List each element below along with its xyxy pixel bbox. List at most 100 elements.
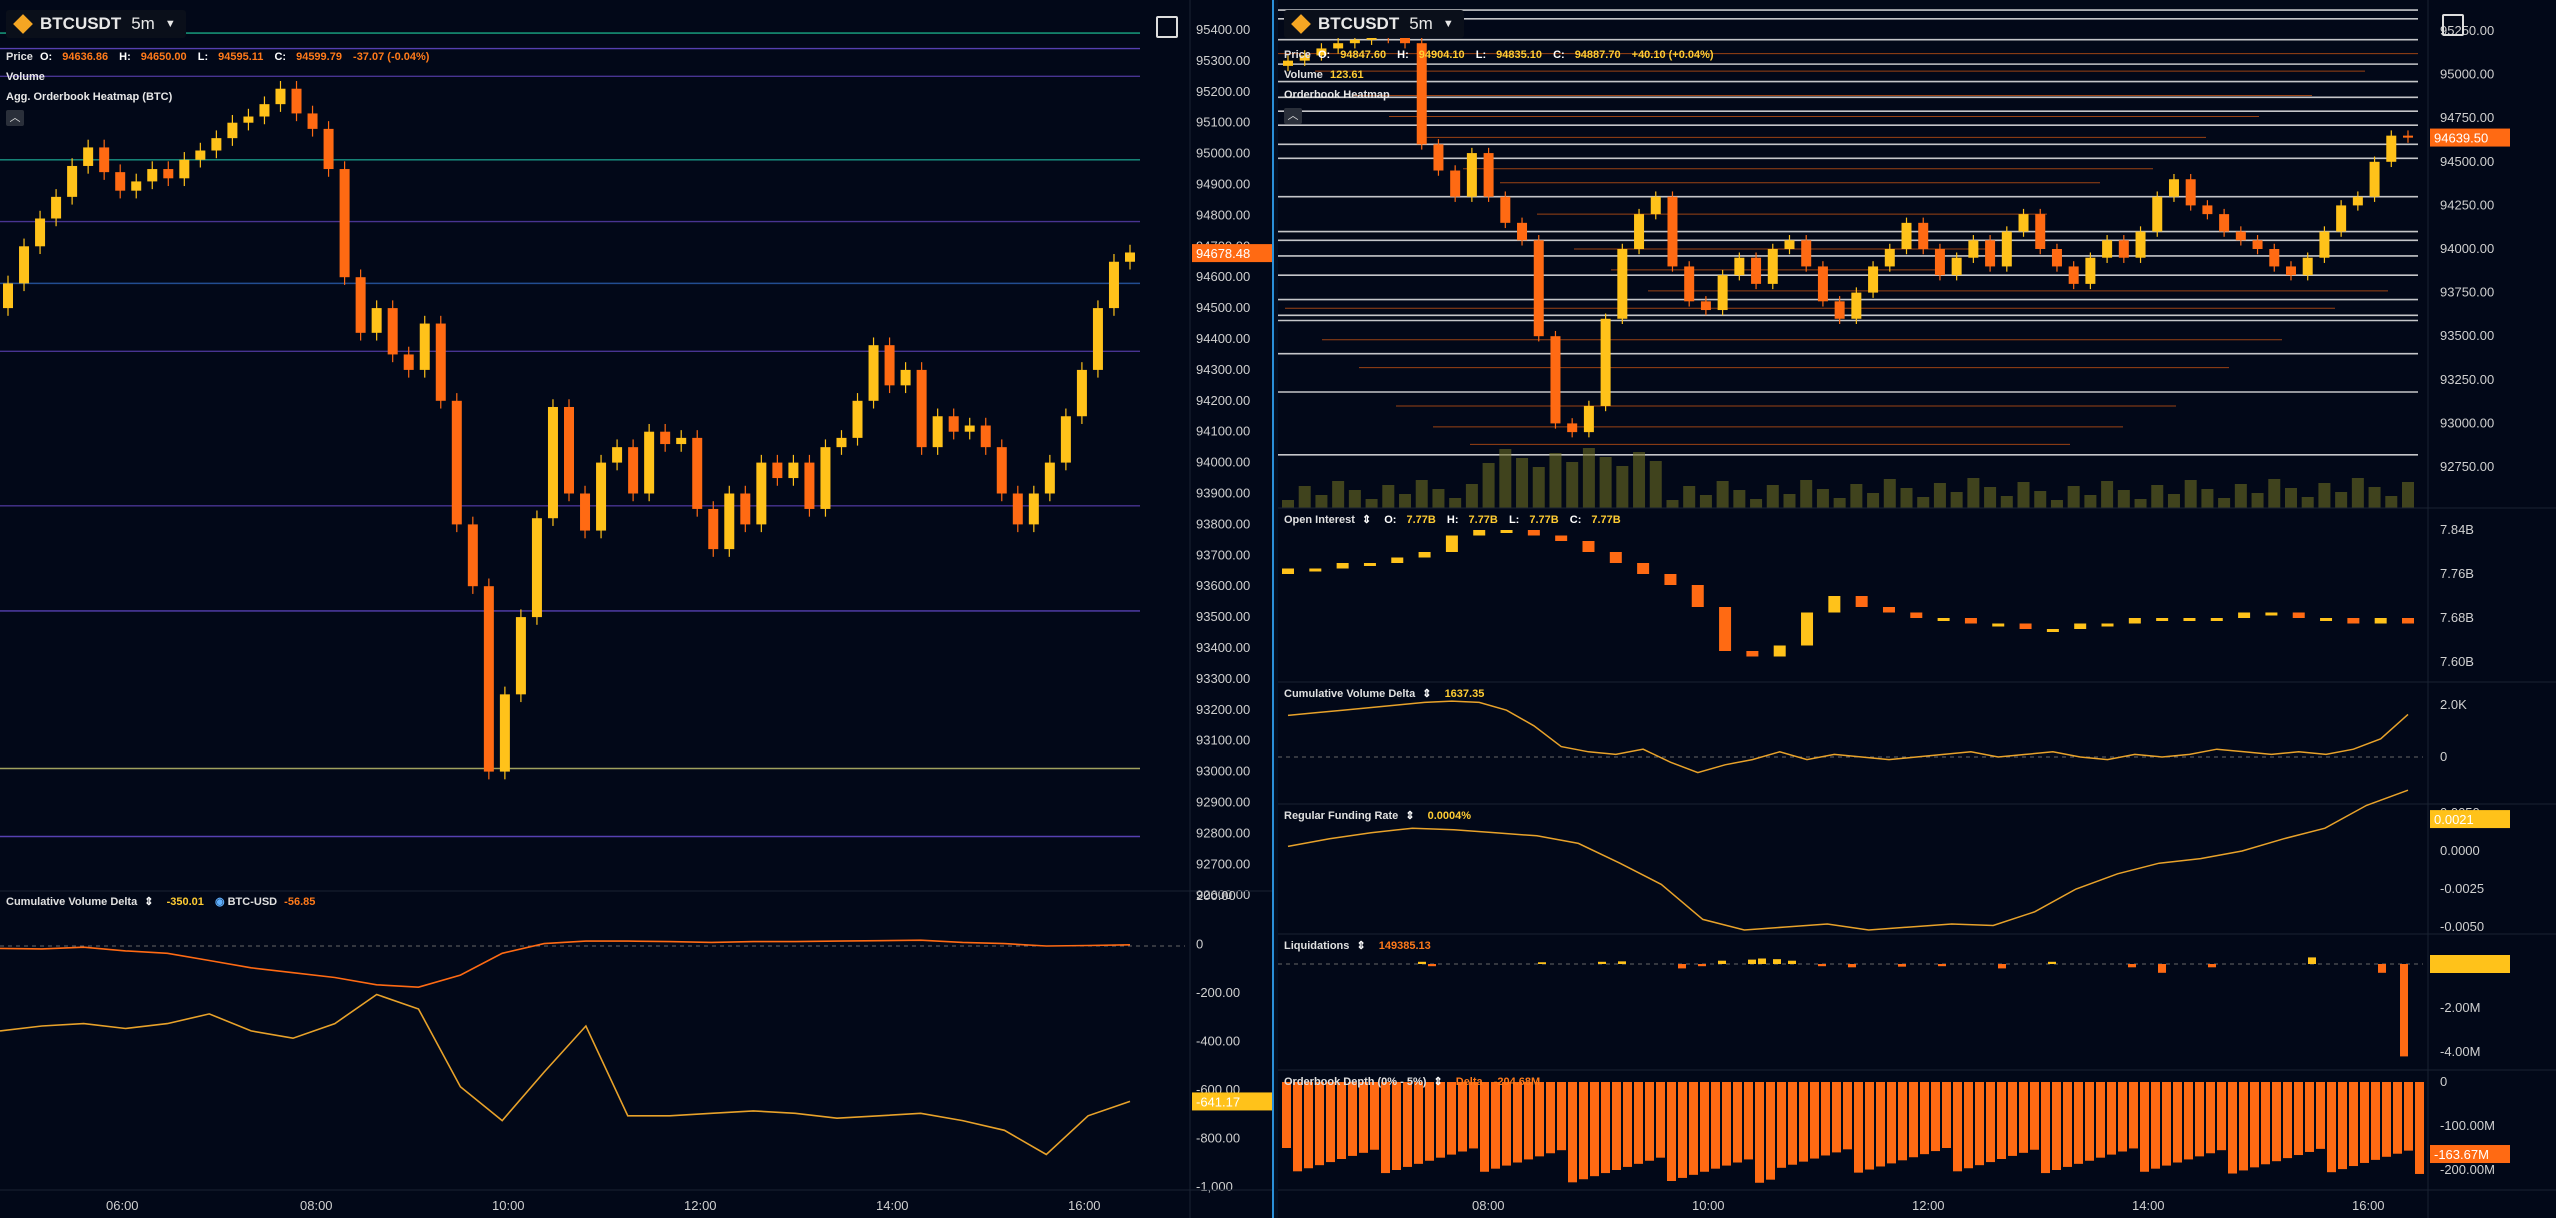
depth-bar xyxy=(1832,1082,1841,1153)
candle-body xyxy=(628,447,639,494)
depth-bar xyxy=(2393,1082,2402,1154)
oi-candle xyxy=(1691,585,1704,607)
h-value: 94904.10 xyxy=(1418,49,1465,61)
left-chart-svg[interactable]: 95400.00 95300.00 95200.00 95100.00 95000.00… xyxy=(0,0,1272,1218)
candle-body xyxy=(307,113,318,129)
price-axis-tick: 93600.00 xyxy=(1196,578,1250,593)
depth-bar xyxy=(2151,1082,2160,1169)
updown-icon[interactable]: ⇕ xyxy=(144,896,154,908)
panel-divider[interactable] xyxy=(1272,0,1278,1218)
liq-bar xyxy=(1538,962,1546,964)
candle-body xyxy=(179,159,190,179)
candle-body xyxy=(1450,170,1461,197)
candle-body xyxy=(2051,249,2062,267)
volume-value: 123.61 xyxy=(1329,69,1364,81)
volume-bar xyxy=(1950,492,1963,508)
depth-legend: Orderbook Depth (0% - 5%) ⇕ Delta -204.6… xyxy=(1284,1075,1548,1088)
liq-bar xyxy=(1418,961,1426,964)
oi-candle xyxy=(2292,612,2305,618)
left-timeframe[interactable]: 5m xyxy=(131,14,155,33)
depth-bar xyxy=(1766,1082,1775,1180)
depth-axis-tick: -100.00M xyxy=(2440,1118,2495,1133)
volume-bar xyxy=(2318,483,2331,508)
depth-delta-label: Delta xyxy=(1455,1076,1483,1088)
updown-icon[interactable]: ⇕ xyxy=(1361,514,1372,526)
c-value: 94887.70 xyxy=(1574,49,1621,61)
left-chart-panel[interactable]: 95400.00 95300.00 95200.00 95100.00 95000.00… xyxy=(0,0,1272,1218)
volume-bar xyxy=(1582,448,1595,508)
price-axis-tick: 92750.00 xyxy=(2440,459,2494,474)
candle-body xyxy=(1550,336,1561,424)
oi-candle xyxy=(2156,618,2169,621)
depth-bar xyxy=(2162,1082,2171,1166)
depth-bar xyxy=(1986,1082,1995,1163)
oi-candle xyxy=(2320,618,2333,621)
funding-value: 0.0004% xyxy=(1427,810,1472,822)
right-chart-panel[interactable]: 95250.00 95000.00 94750.00 94500.00 94250.00… xyxy=(1278,0,2556,1218)
depth-bar xyxy=(1667,1082,1676,1181)
time-axis-tick: 06:00 xyxy=(106,1198,139,1213)
candle-body xyxy=(1076,369,1087,417)
liq-label: Liquidations xyxy=(1284,940,1350,952)
time-axis-tick: 14:00 xyxy=(876,1198,909,1213)
volume-bar xyxy=(1883,479,1896,508)
candle-body xyxy=(3,283,13,309)
candle-body xyxy=(1901,222,1912,249)
collapse-button[interactable]: ︿ xyxy=(6,110,24,126)
right-timeframe[interactable]: 5m xyxy=(1409,14,1433,33)
candle-body xyxy=(195,150,206,160)
candle-body xyxy=(451,400,462,525)
left-symbol-selector[interactable]: BTCUSDT 5m ▼ xyxy=(6,10,186,38)
o-label: O: xyxy=(39,51,53,63)
updown-icon[interactable]: ⇕ xyxy=(1422,688,1432,700)
candle-body xyxy=(2202,205,2213,215)
candle-body xyxy=(1968,240,1979,258)
liquidations-legend: Liquidations ⇕ 149385.13 xyxy=(1284,939,1439,952)
depth-bar xyxy=(1282,1082,1291,1148)
collapse-button[interactable]: ︿ xyxy=(1284,108,1302,124)
oi-c: 7.77B xyxy=(1591,514,1621,526)
oi-axis-tick: 7.60B xyxy=(2440,654,2474,669)
updown-icon[interactable]: ⇕ xyxy=(1405,810,1415,822)
liq-bar xyxy=(1998,964,2006,969)
volume-bar xyxy=(1465,484,1478,508)
current-price-label: 94639.50 xyxy=(2434,131,2488,146)
candle-body xyxy=(932,416,943,448)
cvd-axis-tick: 2.0K xyxy=(2440,697,2467,712)
oi-candle xyxy=(2074,623,2087,629)
updown-icon[interactable]: ⇕ xyxy=(1433,1076,1443,1088)
volume-bar xyxy=(1933,483,1946,508)
candle-body xyxy=(1583,405,1594,433)
right-volume-legend: Volume 123.61 xyxy=(1284,69,1372,81)
oi-axis-tick: 7.84B xyxy=(2440,522,2474,537)
right-symbol-selector[interactable]: BTCUSDT 5m ▼ xyxy=(1284,10,1464,38)
right-chart-svg[interactable]: 95250.0095000.0094750.0094500.0094250.00… xyxy=(1278,0,2556,1218)
candle-body xyxy=(2035,214,2046,249)
h-label: H: xyxy=(1397,49,1409,61)
price-axis-tick: 95000.00 xyxy=(2440,67,2494,82)
updown-icon[interactable]: ⇕ xyxy=(1356,940,1366,952)
liq-axis-tick: -4.00M xyxy=(2440,1044,2480,1059)
candle-body xyxy=(1700,301,1711,311)
chevron-down-icon[interactable]: ▼ xyxy=(164,18,176,30)
volume-bar xyxy=(2084,495,2097,508)
volume-bar xyxy=(1399,494,1412,508)
depth-bar xyxy=(2316,1082,2325,1149)
volume-bar xyxy=(1616,466,1629,508)
left-price-legend: Price O: 94636.86 H: 94650.00 L: 94595.11 C… xyxy=(6,51,437,63)
fullscreen-icon[interactable] xyxy=(1156,16,1178,38)
liq-bar xyxy=(1748,959,1756,964)
volume-bar xyxy=(1315,495,1328,508)
volume-bar xyxy=(2368,487,2381,508)
oi-candle xyxy=(1992,623,2005,627)
price-axis-tick: 95000.00 xyxy=(1196,146,1250,161)
binance-logo-icon xyxy=(13,14,33,34)
depth-bar xyxy=(1876,1082,1885,1167)
candle-body xyxy=(2085,257,2096,284)
depth-bar xyxy=(1733,1082,1742,1163)
o-label: O: xyxy=(1384,514,1397,526)
chevron-down-icon[interactable]: ▼ xyxy=(1442,18,1454,30)
candle-body xyxy=(2319,231,2330,258)
candle-body xyxy=(147,169,158,182)
fullscreen-icon[interactable] xyxy=(2442,14,2464,36)
